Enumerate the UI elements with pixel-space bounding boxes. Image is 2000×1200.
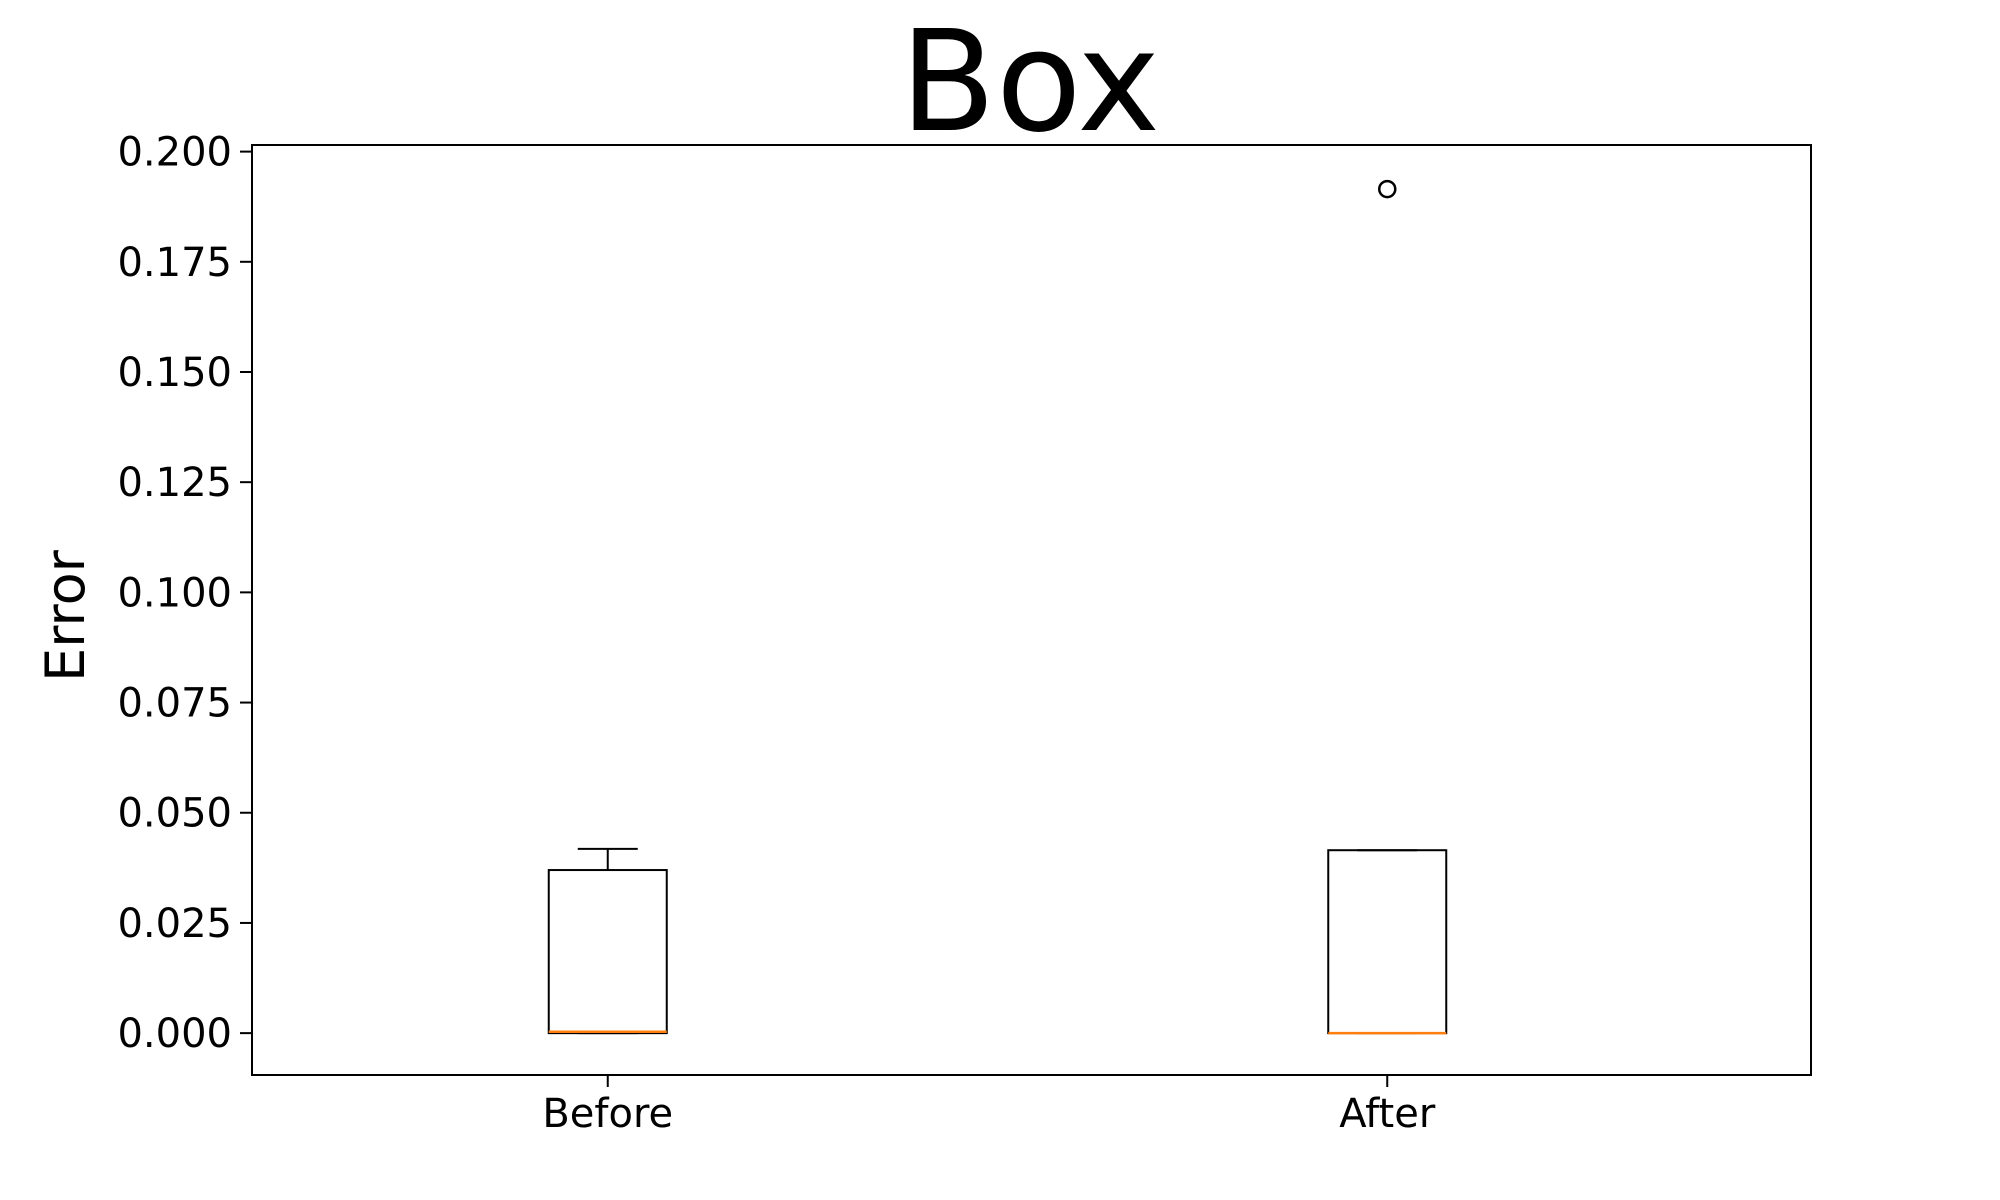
box-body	[547, 869, 668, 1035]
box-series	[547, 179, 1448, 1035]
chart-title: Box	[900, 1, 1160, 164]
y-axis-label: Error	[34, 549, 97, 681]
y-tick-label: 0.050	[117, 791, 232, 837]
y-axis: 0.000 0.025 0.050 0.075 0.100 0.125 0.150 0.175…	[117, 130, 252, 1057]
x-tick-label: Before	[542, 1091, 673, 1137]
y-tick-label: 0.075	[117, 681, 232, 727]
y-tick-label: 0.175	[117, 240, 232, 286]
box-body	[1327, 849, 1448, 1035]
x-tick-label: After	[1339, 1091, 1436, 1137]
y-tick-label: 0.025	[117, 901, 232, 947]
x-axis: Before After	[542, 1075, 1436, 1137]
y-tick-label: 0.150	[117, 350, 232, 396]
y-tick-label: 0.125	[117, 460, 232, 506]
y-tick-label: 0.200	[117, 130, 232, 176]
plot-area-frame	[251, 144, 1812, 1076]
y-tick-label: 0.000	[117, 1011, 232, 1057]
box-after	[1327, 179, 1448, 1035]
outlier-point	[1378, 179, 1397, 199]
y-tick-label: 0.100	[117, 570, 232, 616]
box-before	[547, 847, 668, 1035]
